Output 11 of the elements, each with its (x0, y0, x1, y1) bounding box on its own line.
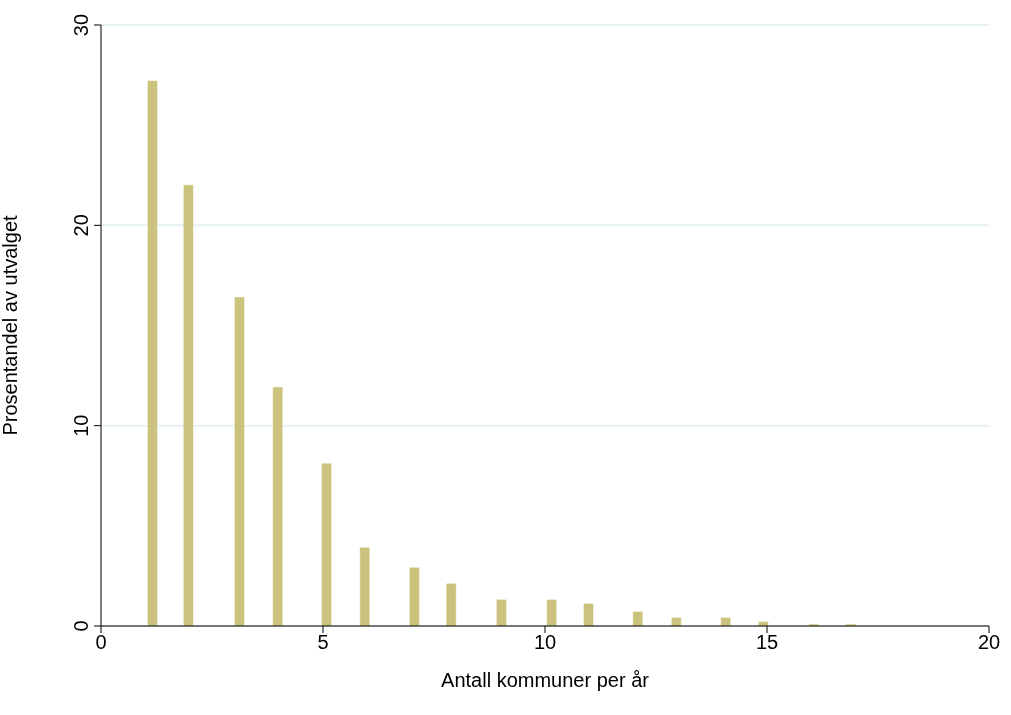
y-axis-title: Prosentandel av utvalget (0, 214, 22, 436)
x-tick-label: 5 (317, 631, 329, 654)
y-tick-label: 10 (70, 414, 92, 437)
x-tick-label: 15 (755, 631, 779, 654)
y-tick-label: 30 (70, 13, 92, 37)
x-tick-label: 20 (977, 631, 1001, 654)
y-tick-label: 20 (70, 214, 92, 237)
y-tick-label: 0 (70, 620, 92, 632)
x-tick-label: 0 (95, 631, 107, 654)
x-axis-title: Antall kommuner per år (441, 669, 650, 691)
x-tick-label: 10 (533, 631, 557, 654)
